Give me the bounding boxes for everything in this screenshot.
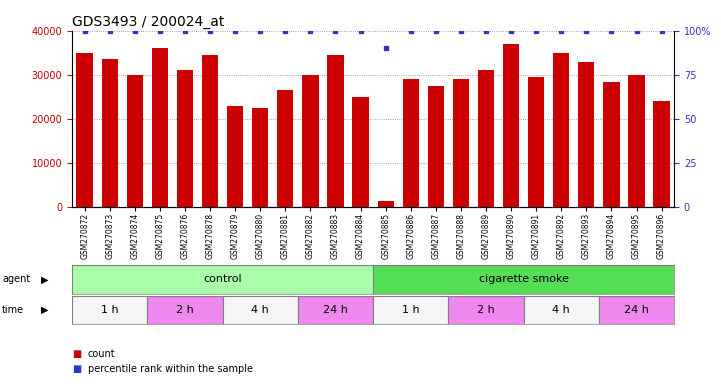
Bar	[177, 70, 193, 207]
Bar	[373, 265, 674, 294]
Text: ■: ■	[72, 349, 81, 359]
Text: 4 h: 4 h	[552, 305, 570, 315]
Bar	[523, 296, 599, 324]
Bar	[102, 60, 118, 207]
Text: GDS3493 / 200024_at: GDS3493 / 200024_at	[72, 15, 224, 29]
Bar	[629, 75, 645, 207]
Bar	[298, 296, 373, 324]
Bar	[478, 70, 494, 207]
Bar	[302, 75, 319, 207]
Bar	[252, 108, 268, 207]
Text: count: count	[88, 349, 115, 359]
Bar	[428, 86, 444, 207]
Bar	[353, 97, 368, 207]
Bar	[147, 296, 223, 324]
Text: 24 h: 24 h	[323, 305, 348, 315]
Text: control: control	[203, 274, 242, 285]
Text: 24 h: 24 h	[624, 305, 649, 315]
Bar	[578, 61, 595, 207]
Bar	[373, 296, 448, 324]
Bar	[603, 81, 619, 207]
Bar	[223, 296, 298, 324]
Text: time: time	[2, 305, 25, 315]
Text: 2 h: 2 h	[477, 305, 495, 315]
Text: 4 h: 4 h	[252, 305, 269, 315]
Text: ■: ■	[72, 364, 81, 374]
Text: 2 h: 2 h	[176, 305, 194, 315]
Text: ▶: ▶	[41, 305, 48, 315]
Bar	[448, 296, 523, 324]
Text: 1 h: 1 h	[101, 305, 118, 315]
Text: ▶: ▶	[41, 274, 48, 285]
Bar	[599, 296, 674, 324]
Bar	[227, 106, 243, 207]
Bar	[653, 101, 670, 207]
Bar	[402, 79, 419, 207]
Text: cigarette smoke: cigarette smoke	[479, 274, 569, 285]
Bar	[72, 296, 147, 324]
Bar	[277, 90, 293, 207]
Bar	[503, 44, 519, 207]
Bar	[327, 55, 344, 207]
Bar	[453, 79, 469, 207]
Bar	[378, 201, 394, 207]
Text: percentile rank within the sample: percentile rank within the sample	[88, 364, 253, 374]
Bar	[127, 75, 143, 207]
Bar	[202, 55, 218, 207]
Bar	[72, 265, 373, 294]
Bar	[553, 53, 570, 207]
Bar	[76, 53, 93, 207]
Text: 1 h: 1 h	[402, 305, 420, 315]
Text: agent: agent	[2, 274, 30, 285]
Bar	[151, 48, 168, 207]
Bar	[528, 77, 544, 207]
